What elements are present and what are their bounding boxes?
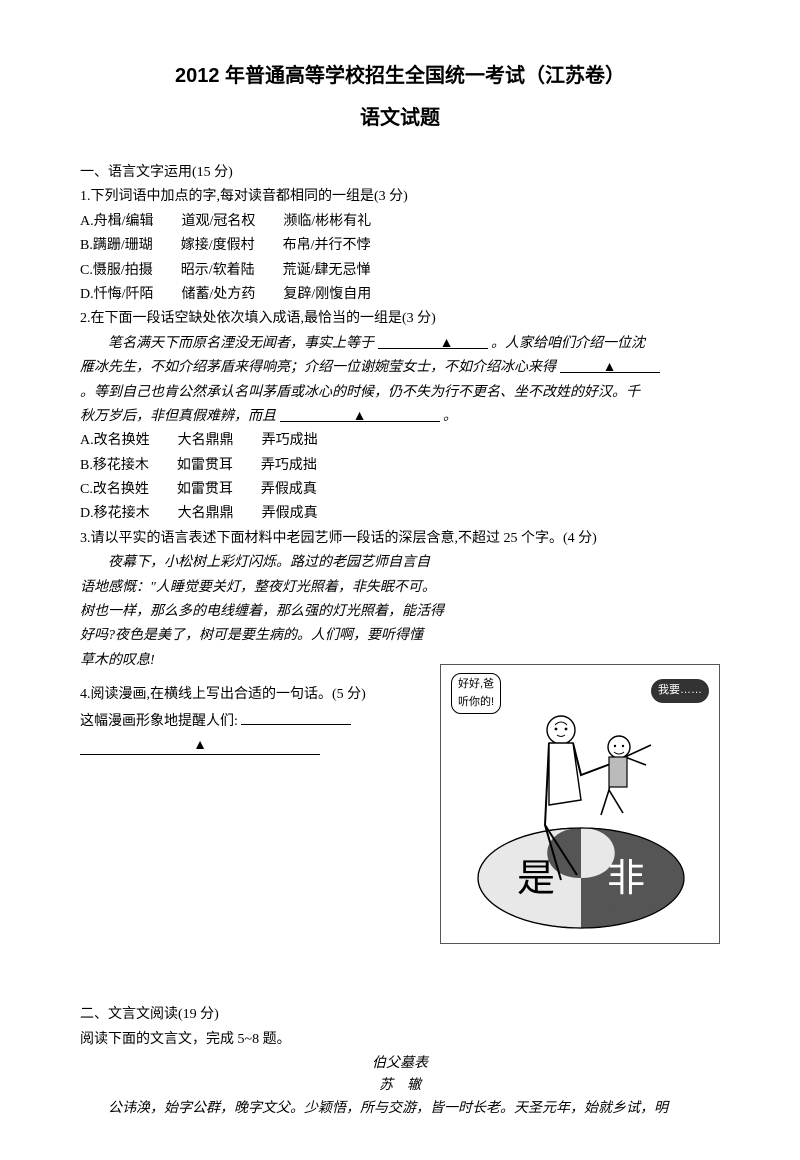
q3-l2: 语地感慨："人睡觉要关灯，整夜灯光照着，非失眠不可。 (80, 577, 720, 599)
q2-passage-line2: 雁冰先生，不如介绍茅盾来得响亮；介绍一位谢婉莹女士，不如介绍冰心来得 (80, 357, 720, 379)
q1-optC: C.慑服/拍摄 昭示/软着陆 荒诞/肆无忌惮 (80, 260, 720, 282)
q3-stem: 3.请以平实的语言表述下面材料中老园艺师一段话的深层含意,不超过 25 个字。(… (80, 528, 720, 550)
q3-l1: 夜幕下，小松树上彩灯闪烁。路过的老园艺师自言自 (80, 552, 720, 574)
q2-passage-line1: 笔名满天下而原名湮没无闻者，事实上等于 。人家给咱们介绍一位沈 (80, 333, 720, 355)
q1-optB: B.蹒跚/珊瑚 嫁接/度假村 布帛/并行不悖 (80, 235, 720, 257)
q1-stem: 1.下列词语中加点的字,每对读音都相同的一组是(3 分) (80, 186, 720, 208)
q2-optD: D.移花接木 大名鼎鼎 弄假成真 (80, 503, 720, 525)
section2-head: 二、文言文阅读(19 分) (80, 1004, 720, 1026)
q1-optD: D.忏悔/阡陌 储蓄/处方药 复辟/刚愎自用 (80, 284, 720, 306)
q4-stem: 4.阅读漫画,在横线上写出合适的一句话。(5 分) (80, 684, 430, 706)
answer-inline-blank (241, 709, 351, 725)
q3-l4: 好吗?夜色是美了，树可是要生病的。人们啊，要听得懂 (80, 625, 720, 647)
blank-3 (280, 406, 440, 422)
blank-2 (560, 357, 660, 373)
section2-instr: 阅读下面的文言文，完成 5~8 题。 (80, 1029, 720, 1051)
q4-intro: 这幅漫画形象地提醒人们: (80, 714, 238, 729)
q2-p4a: 秋万岁后，非但真假难辨，而且 (80, 409, 276, 424)
q2-stem: 2.在下面一段话空缺处依次填入成语,最恰当的一组是(3 分) (80, 308, 720, 330)
q2-optC: C.改名换姓 如雷贯耳 弄假成真 (80, 479, 720, 501)
q4-left: 4.阅读漫画,在横线上写出合适的一句话。(5 分) 这幅漫画形象地提醒人们: ▲ (80, 684, 430, 759)
q3-l3: 树也一样，那么多的电线缠着，那么强的灯光照着，能活得 (80, 601, 720, 623)
q2-p4b: 。 (443, 409, 457, 424)
blank-1 (378, 333, 488, 349)
q2-optA: A.改名换姓 大名鼎鼎 弄巧成拙 (80, 430, 720, 452)
answer-line-2: ▲ (80, 737, 320, 755)
q2-optB: B.移花接木 如雷贯耳 弄巧成拙 (80, 455, 720, 477)
q2-passage-line4: 秋万岁后，非但真假难辨，而且 。 (80, 406, 720, 428)
passage-author: 苏 辙 (80, 1075, 720, 1097)
section1-head: 一、语言文字运用(15 分) (80, 162, 720, 184)
passage-title: 伯父墓表 (80, 1053, 720, 1075)
q4-right: 好好,爸 听你的! 我要…… 是 非 (440, 664, 720, 944)
speech-bubble-child: 我要…… (651, 679, 709, 703)
q1-optA: A.舟楫/编辑 道观/冠名权 濒临/彬彬有礼 (80, 211, 720, 233)
cartoon-panel: 好好,爸 听你的! 我要…… 是 非 (440, 664, 720, 944)
q2-p2a: 雁冰先生，不如介绍茅盾来得响亮；介绍一位谢婉莹女士，不如介绍冰心来得 (80, 360, 556, 375)
passage-body: 公讳涣，始字公群，晚字文父。少颖悟，所与交游，皆一时长老。天圣元年，始就乡试，明 (80, 1098, 720, 1120)
exam-title-sub: 语文试题 (80, 102, 720, 134)
section2: 二、文言文阅读(19 分) 阅读下面的文言文，完成 5~8 题。 伯父墓表 苏 … (80, 1004, 720, 1120)
exam-title-main: 2012 年普通高等学校招生全国统一考试（江苏卷） (80, 60, 720, 92)
q2-passage-line3: 。等到自己也肯公然承认名叫茅盾或冰心的时候，仍不失为行不更名、坐不改姓的好汉。千 (80, 382, 720, 404)
figures-icon (501, 705, 671, 895)
q2-p1b: 。人家给咱们介绍一位沈 (491, 336, 645, 351)
q2-p1a: 笔名满天下而原名湮没无闻者，事实上等于 (108, 336, 374, 351)
q4-row: 4.阅读漫画,在横线上写出合适的一句话。(5 分) 这幅漫画形象地提醒人们: ▲… (80, 684, 720, 944)
speech-bubble-father: 好好,爸 听你的! (451, 673, 501, 714)
